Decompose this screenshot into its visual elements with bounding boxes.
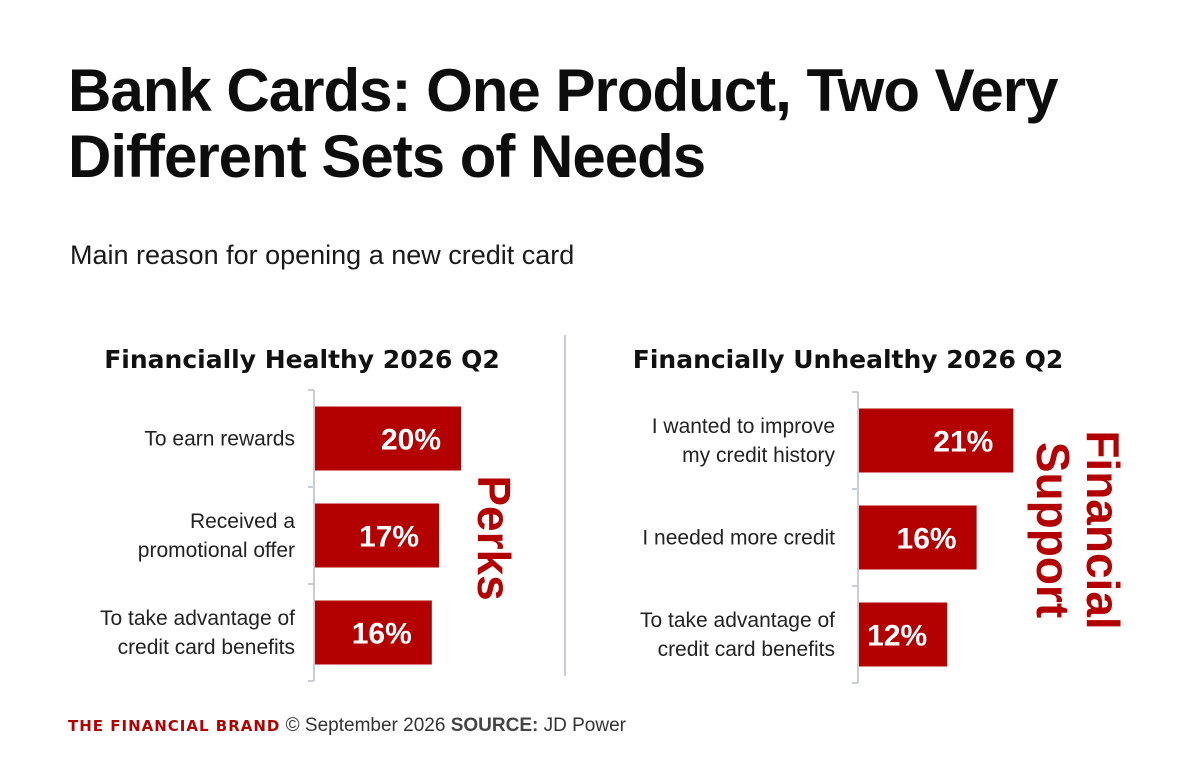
chart-subtitle: Main reason for opening a new credit car… bbox=[70, 240, 575, 270]
chart-title: Bank Cards: One Product, Two Very Differ… bbox=[68, 57, 1058, 190]
footer-brand: THE FINANCIAL BRAND bbox=[68, 717, 281, 735]
side-label-2: FinancialSupport bbox=[1027, 430, 1129, 629]
category-label: Received a promotional offer bbox=[138, 510, 296, 562]
data-label: 21% bbox=[933, 426, 993, 459]
bar-1-3 bbox=[315, 600, 432, 665]
category-label: I wanted to improve my credit history bbox=[652, 415, 836, 467]
category-label: To take advantage of credit card benefits bbox=[100, 607, 295, 659]
bar-2-1 bbox=[859, 408, 1014, 473]
bar-1-2 bbox=[315, 503, 440, 568]
panel-title-1: Financially Healthy 2026 Q2 bbox=[104, 345, 500, 374]
footer-copyright: © September 2026 bbox=[285, 715, 446, 736]
data-label: 16% bbox=[897, 523, 957, 556]
data-label: 12% bbox=[867, 620, 927, 653]
panel-title-2: Financially Unhealthy 2026 Q2 bbox=[633, 345, 1063, 374]
category-label: To earn rewards bbox=[144, 428, 295, 451]
category-label: To take advantage of credit card benefits bbox=[640, 609, 835, 661]
category-label: I needed more credit bbox=[642, 527, 835, 550]
footer-source: JD Power bbox=[543, 715, 626, 736]
side-label-1: Perks bbox=[468, 475, 520, 600]
footer-source-label: SOURCE: bbox=[450, 715, 539, 736]
data-label: 20% bbox=[381, 424, 441, 457]
data-label: 16% bbox=[352, 618, 412, 651]
bar-2-3 bbox=[859, 602, 948, 667]
bar-2-2 bbox=[859, 505, 977, 570]
data-label: 17% bbox=[359, 521, 419, 554]
bar-1-1 bbox=[315, 406, 461, 471]
footer: THE FINANCIAL BRAND © September 2026 SOU… bbox=[68, 714, 626, 738]
